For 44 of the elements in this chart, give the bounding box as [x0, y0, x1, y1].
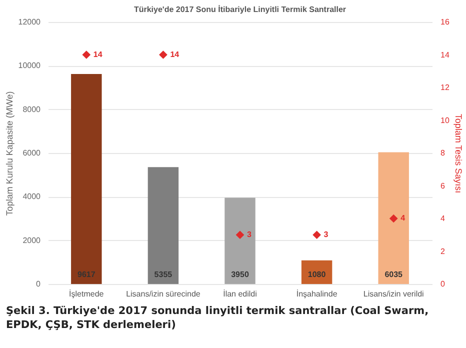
data-label: 4: [400, 214, 406, 222]
y-tick-label: 8000: [22, 104, 42, 114]
data-label: 3: [324, 230, 329, 239]
data-label: 3: [247, 230, 252, 239]
y2-tick-label: 16: [440, 18, 450, 26]
chart-title: Türkiye'de 2017 Sonu İtibariyle Linyitli Termik Santraller: [134, 5, 346, 14]
y2-tick-label: 6: [440, 181, 446, 190]
point: [82, 50, 91, 59]
data-label: 5355: [154, 270, 173, 279]
bar: [378, 152, 409, 284]
point: [389, 214, 398, 223]
data-label: 9617: [78, 270, 96, 279]
y-tick-label: 12000: [18, 18, 42, 26]
x-tick-label: İnşahalinde: [296, 290, 338, 298]
y2-tick-label: 0: [440, 280, 446, 288]
data-label: 6035: [384, 270, 404, 279]
x-tick-label: Lisans/izin sürecinde: [126, 290, 201, 298]
y2-tick-label: 10: [440, 116, 450, 125]
y-tick-label: 4000: [22, 192, 42, 202]
y2-tick-label: 12: [440, 83, 450, 92]
x-tick-label: İlan edildi: [223, 290, 258, 298]
data-label: 3950: [231, 270, 250, 279]
y2-tick-label: 2: [440, 246, 446, 256]
data-label: 14: [93, 50, 103, 59]
y-tick-label: 0: [36, 280, 42, 288]
y-tick-label: 10000: [18, 61, 42, 70]
bar: [71, 74, 102, 284]
point: [312, 230, 321, 240]
bar: [224, 198, 256, 284]
bar: [148, 167, 179, 284]
y-tick-label: 6000: [22, 148, 42, 158]
data-label: 1080: [308, 270, 326, 279]
x-tick-label: Lisans/izin verildi: [363, 290, 424, 298]
y2-tick-label: 14: [440, 50, 450, 60]
data-label: 14: [170, 50, 180, 59]
point: [236, 230, 244, 240]
text: Şekil 3. Türkiye'de 2017 sonunda linyitli termik santrallar (Coal Swarm, EPDK, ÇŞB, STK derlemeleri): [5, 304, 430, 332]
point: [159, 50, 168, 59]
x-tick-label: İşletmede: [69, 290, 104, 298]
y2-tick-label: 4: [440, 214, 446, 223]
y2-axis-title: Toplam Tesis Sayısı: [453, 114, 464, 194]
y2-tick-label: 8: [440, 148, 446, 158]
y-axis-title: Toplam Kurulu Kapasite (MWe): [4, 91, 14, 216]
y-tick-label: 2000: [22, 236, 42, 245]
